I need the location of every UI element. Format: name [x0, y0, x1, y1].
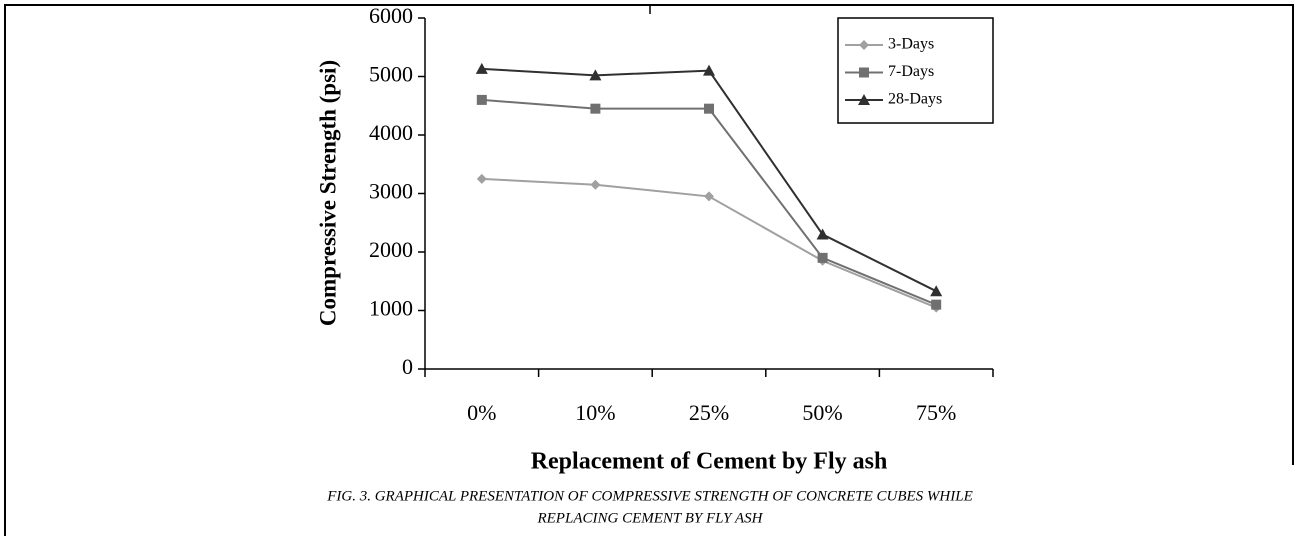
marker [476, 173, 487, 184]
marker [476, 94, 487, 105]
x-tick-label: 25% [689, 400, 729, 425]
y-tick-label: 4000 [369, 120, 413, 145]
marker [858, 94, 870, 105]
x-tick-label: 50% [802, 400, 842, 425]
legend-label: 28-Days [888, 91, 942, 108]
marker [704, 191, 714, 202]
marker [859, 67, 869, 78]
frame [4, 4, 1294, 536]
marker [930, 285, 943, 297]
marker [590, 179, 601, 190]
y-tick-label: 6000 [369, 3, 413, 28]
marker [931, 299, 942, 310]
marker [475, 62, 488, 74]
marker [590, 103, 601, 114]
marker [704, 103, 714, 114]
marker [703, 64, 715, 76]
x-tick-label: 0% [467, 400, 496, 425]
series-line [481, 98, 937, 306]
y-tick-label: 0 [402, 354, 413, 379]
marker [589, 69, 602, 81]
marker [859, 40, 869, 50]
y-tick-label: 5000 [369, 62, 413, 87]
marker [816, 228, 829, 240]
y-axis-label: Compressive Strength (psi) [315, 60, 340, 326]
caption: REPLACING CEMENT BY FLY ASH [536, 510, 763, 526]
legend-label: 7-Days [888, 63, 934, 80]
x-tick-label: 10% [575, 400, 615, 425]
y-tick-label: 1000 [369, 296, 413, 321]
x-tick-label: 75% [916, 400, 956, 425]
legend-label: 3-Days [888, 36, 934, 53]
y-tick-label: 2000 [369, 237, 413, 262]
marker [817, 252, 828, 263]
x-axis-label: Replacement of Cement by Fly ash [531, 449, 888, 475]
caption: FIG. 3. GRAPHICAL PRESENTATION OF COMPRE… [326, 488, 973, 504]
y-tick-label: 3000 [369, 179, 413, 204]
